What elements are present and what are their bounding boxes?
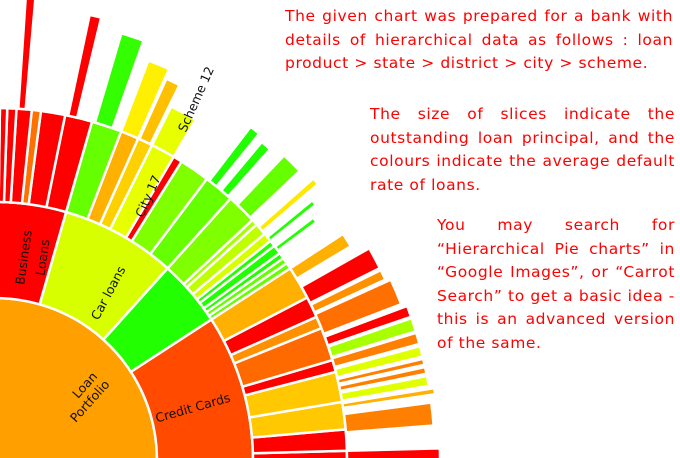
segment-label: Scheme 12 (175, 64, 217, 134)
segment-city[interactable] (119, 58, 171, 141)
segment-city[interactable] (219, 140, 272, 199)
segment-city[interactable] (337, 365, 428, 393)
segment-city[interactable] (336, 357, 427, 386)
segment-city[interactable] (313, 277, 403, 336)
segment-city[interactable] (265, 198, 318, 243)
segment-city[interactable] (288, 232, 353, 281)
segment-city[interactable] (345, 447, 442, 458)
segment-district[interactable] (0, 106, 9, 204)
segment-city[interactable] (93, 31, 146, 130)
segment-city[interactable] (150, 104, 198, 159)
segment-city[interactable] (66, 13, 103, 120)
segment-city[interactable] (256, 176, 320, 234)
segment-label: Loans (33, 238, 53, 276)
description-paragraph-3: You may search for “Hierarchical Pie cha… (437, 216, 675, 352)
segment-city[interactable] (323, 304, 413, 347)
segment-city[interactable] (339, 374, 431, 403)
root-circle (0, 296, 159, 458)
segment-city[interactable] (309, 268, 388, 315)
segment-city[interactable] (235, 153, 302, 220)
segment-city[interactable] (342, 401, 435, 434)
segment-city[interactable] (333, 344, 425, 379)
segment-city[interactable] (340, 386, 437, 410)
description-paragraph-1: The given chart was prepared for a bank … (285, 7, 673, 72)
segment-city[interactable] (207, 125, 262, 189)
segment-city[interactable] (16, 0, 37, 111)
segment-city[interactable] (299, 246, 382, 305)
segment-city[interactable] (273, 215, 319, 253)
ring-city-scheme (16, 0, 442, 458)
description-paragraph-2: The size of slices indicate the outstand… (370, 105, 675, 194)
root-loan-portfolio[interactable] (0, 296, 159, 458)
